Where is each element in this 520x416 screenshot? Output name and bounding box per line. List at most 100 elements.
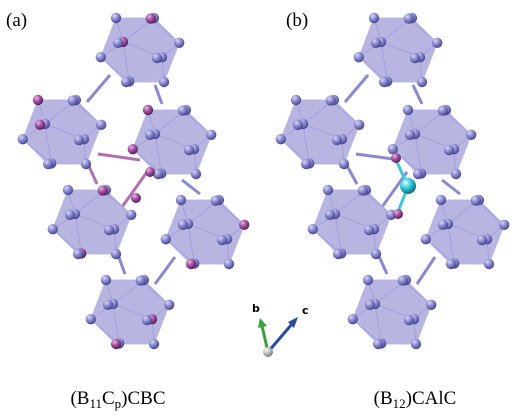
atom: [436, 195, 446, 205]
atom: [206, 130, 216, 140]
atom: [432, 38, 442, 48]
panel-label: (b): [286, 10, 308, 31]
atom: [484, 259, 494, 269]
atom: [276, 134, 286, 144]
atom: [152, 53, 162, 63]
bond: [182, 180, 200, 194]
atom: [293, 120, 303, 130]
bond: [155, 257, 175, 284]
bond: [442, 180, 460, 194]
atom: [364, 225, 374, 235]
atom: [211, 195, 221, 205]
caption-part: (B: [374, 388, 393, 409]
atom: [142, 315, 152, 325]
atom: [121, 77, 131, 87]
atom: [410, 53, 420, 63]
atom: [104, 225, 114, 235]
page: {"panels": [ {"label": "(a)", "caption":…: [0, 0, 520, 416]
atom: [404, 13, 414, 23]
chain-atom: [131, 193, 141, 203]
atom: [111, 249, 121, 259]
atom: [18, 134, 28, 144]
atom: [111, 13, 121, 23]
atom: [388, 144, 398, 154]
caption-part: C: [102, 388, 115, 409]
caption-part: (B: [70, 388, 89, 409]
atom: [113, 38, 123, 48]
atom: [404, 315, 414, 325]
chain-atom: [391, 153, 401, 163]
atom: [86, 314, 96, 324]
caption: (B12)CAlC: [374, 388, 457, 411]
axis-label: b: [252, 302, 260, 315]
atom: [161, 234, 171, 244]
atom: [68, 95, 78, 105]
atom: [159, 77, 169, 87]
atom: [184, 145, 194, 155]
atom: [379, 77, 389, 87]
atom: [348, 314, 358, 324]
bond: [345, 75, 368, 102]
atom: [224, 259, 234, 269]
atom: [291, 95, 301, 105]
atom: [149, 339, 159, 349]
axis-origin: [263, 347, 273, 357]
atom: [186, 259, 196, 269]
atom: [421, 234, 431, 244]
atom: [33, 95, 43, 105]
atom: [438, 105, 448, 115]
atom: [178, 105, 188, 115]
atom: [358, 185, 368, 195]
atom: [417, 77, 427, 87]
atom: [143, 105, 153, 115]
panel-label: (a): [6, 10, 27, 31]
atom: [363, 275, 373, 285]
atom: [164, 300, 174, 310]
atom: [371, 38, 381, 48]
caption-part: )CAlC: [406, 388, 457, 409]
al-atom: [400, 178, 416, 194]
atom: [301, 159, 311, 169]
bond: [417, 257, 435, 284]
caption-part: )CBC: [121, 388, 165, 409]
atom: [174, 38, 184, 48]
atom: [176, 195, 186, 205]
atom: [74, 135, 84, 145]
bond: [155, 85, 162, 104]
atom: [446, 259, 456, 269]
atom: [308, 224, 318, 234]
atom: [499, 220, 509, 230]
atom: [477, 235, 487, 245]
atom: [426, 300, 436, 310]
axis-label: c: [302, 304, 309, 317]
atom: [63, 185, 73, 195]
axis-indicator: b c: [252, 302, 309, 357]
atom: [365, 300, 375, 310]
atom: [43, 159, 53, 169]
atom: [332, 135, 342, 145]
atom: [438, 220, 448, 230]
atom: [96, 120, 106, 130]
atom: [471, 195, 481, 205]
atom: [239, 220, 249, 230]
atom: [145, 130, 155, 140]
atom: [326, 95, 336, 105]
atom: [371, 249, 381, 259]
atom: [354, 120, 364, 130]
atom: [65, 210, 75, 220]
atom: [451, 169, 461, 179]
atom: [191, 169, 201, 179]
atom: [333, 249, 343, 259]
atom: [413, 169, 423, 179]
bond: [413, 85, 422, 104]
atom: [136, 275, 146, 285]
atom: [126, 210, 136, 220]
icosahedra: [18, 13, 510, 349]
axis-b-head: [258, 318, 267, 328]
bond: [87, 75, 110, 102]
atom: [339, 159, 349, 169]
bond: [98, 154, 140, 160]
atom: [73, 249, 83, 259]
atom: [217, 235, 227, 245]
atom: [81, 159, 91, 169]
